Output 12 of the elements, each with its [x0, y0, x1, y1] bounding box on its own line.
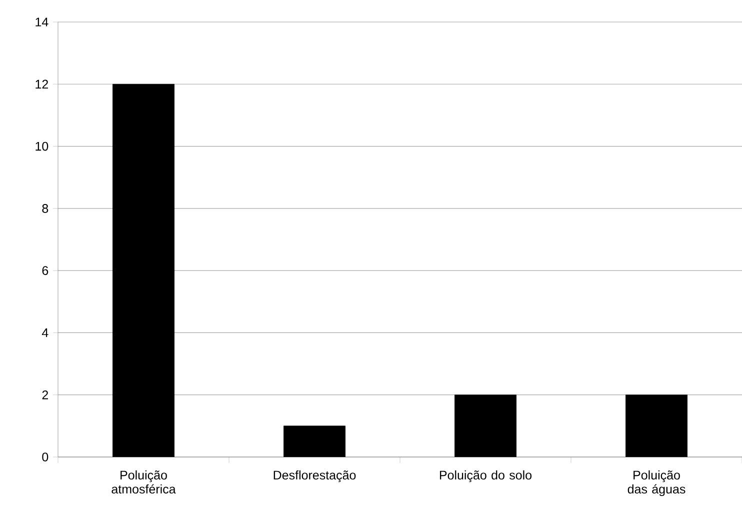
x-tick-label: Desflorestação — [274, 470, 356, 482]
y-tick-label: 6 — [42, 266, 48, 275]
y-tick-label: 4 — [42, 328, 48, 338]
y-tick-label: 2 — [42, 390, 48, 400]
y-tick-label: 12 — [36, 80, 48, 88]
x-tick-label: Poluição atmosférica — [112, 470, 176, 494]
y-tick-label: 8 — [42, 204, 48, 213]
y-tick-label: 10 — [36, 142, 48, 151]
y-tick-label: 14 — [36, 18, 48, 26]
y-tick-label: 0 — [42, 452, 48, 462]
x-tick-label: Poluição das águas — [628, 470, 686, 496]
x-tick-label: Poluição do solo — [440, 470, 532, 482]
